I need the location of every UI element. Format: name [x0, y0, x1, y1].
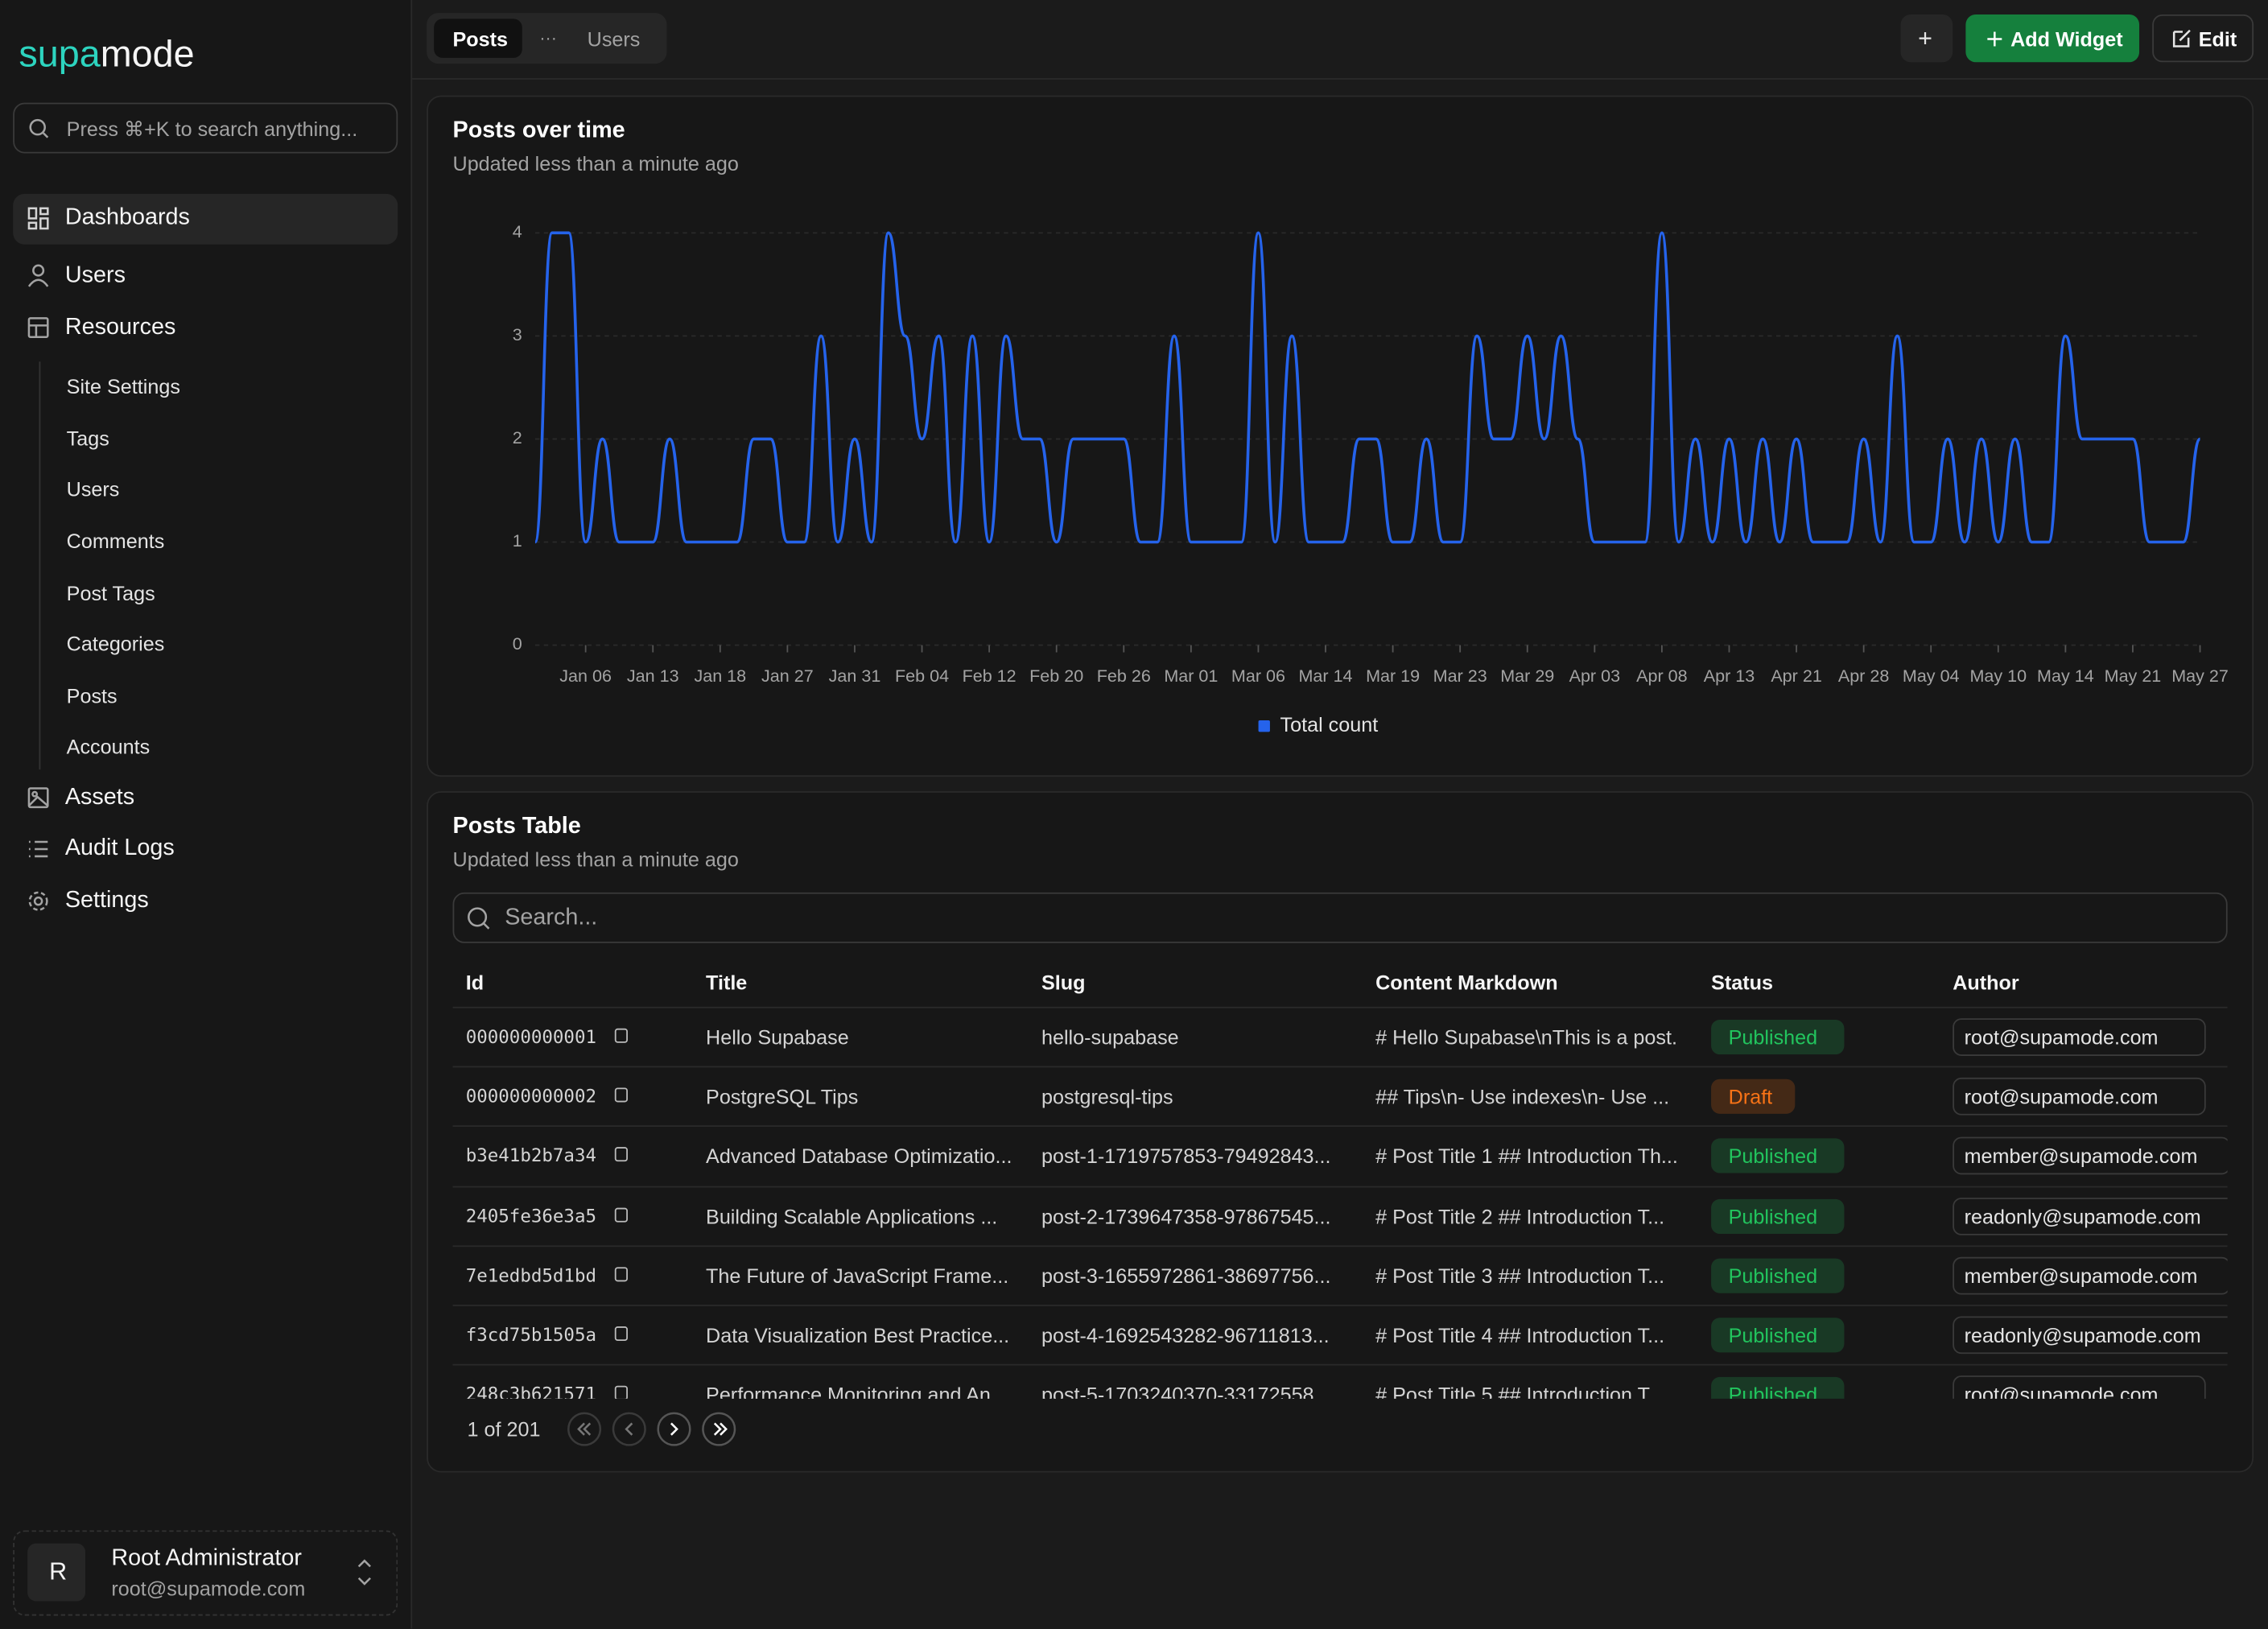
y-tick-label: 0: [513, 633, 522, 654]
resource-item[interactable]: Post Tags: [67, 579, 155, 608]
tab-more[interactable]: ···: [539, 23, 557, 52]
resource-item[interactable]: Accounts: [67, 732, 151, 761]
x-tick-label: May 10: [1969, 666, 2027, 686]
user-email: root@supamode.com: [111, 1573, 305, 1602]
nav-item[interactable]: Audit Logs: [65, 835, 175, 864]
nav-item[interactable]: Assets: [65, 784, 134, 813]
x-tick-label: Jan 27: [761, 666, 814, 686]
y-tick-label: 1: [513, 530, 522, 551]
table-subtitle: Updated less than a minute ago: [453, 845, 739, 874]
x-tick-label: Apr 21: [1771, 666, 1821, 686]
resource-item[interactable]: Tags: [67, 424, 109, 453]
x-tick-label: Apr 03: [1569, 666, 1621, 686]
y-tick-label: 4: [513, 221, 522, 241]
edit-label[interactable]: Edit: [2199, 25, 2237, 54]
add-label[interactable]: +: [1918, 25, 1932, 54]
x-tick-label: May 27: [2171, 666, 2229, 686]
tab[interactable]: Posts: [453, 25, 509, 54]
table-title: Posts Table: [453, 813, 581, 842]
x-tick-label: Feb 26: [1097, 666, 1151, 686]
x-tick-label: May 21: [2105, 666, 2162, 686]
resource-item[interactable]: Categories: [67, 629, 165, 658]
chart-subtitle: Updated less than a minute ago: [453, 149, 739, 178]
resource-item[interactable]: Users: [67, 474, 120, 503]
x-tick-label: Jan 18: [694, 666, 746, 686]
nav-item[interactable]: Dashboards: [65, 204, 190, 233]
resource-item[interactable]: Site Settings: [67, 372, 180, 401]
nav-item[interactable]: Resources: [65, 314, 175, 343]
x-tick-label: Jan 31: [829, 666, 881, 686]
logo: supamode: [19, 32, 194, 76]
nav-item[interactable]: Users: [65, 262, 126, 291]
tab[interactable]: Users: [588, 25, 641, 54]
x-tick-label: Feb 12: [963, 666, 1016, 686]
add-widget-label[interactable]: Add Widget: [2010, 25, 2123, 54]
x-tick-label: Mar 14: [1298, 666, 1352, 686]
pagination-info: 1 of 201: [467, 1415, 540, 1444]
x-tick-label: May 04: [1903, 666, 1960, 686]
avatar-initial: R: [49, 1558, 67, 1587]
x-tick-label: Mar 06: [1231, 666, 1285, 686]
x-tick-label: Jan 06: [559, 666, 612, 686]
x-tick-label: Apr 13: [1704, 666, 1755, 686]
x-tick-label: Feb 04: [895, 666, 949, 686]
nav-item[interactable]: Settings: [65, 887, 149, 916]
table-search-placeholder[interactable]: Search...: [505, 904, 597, 933]
logo-b: mode: [101, 32, 195, 76]
x-tick-label: Mar 19: [1366, 666, 1420, 686]
resource-item[interactable]: Posts: [67, 681, 118, 710]
x-tick-label: Jan 13: [627, 666, 679, 686]
x-tick-label: Mar 29: [1500, 666, 1554, 686]
series-line: [535, 233, 2200, 542]
resource-item[interactable]: Comments: [67, 526, 165, 555]
user-name: Root Administrator: [111, 1544, 302, 1573]
legend-swatch: [1259, 720, 1270, 732]
x-tick-label: Mar 01: [1164, 666, 1218, 686]
y-tick-label: 2: [513, 427, 522, 447]
search-placeholder[interactable]: Press ⌘+K to search anything...: [67, 114, 358, 143]
x-tick-label: Feb 20: [1029, 666, 1083, 686]
x-tick-label: Apr 08: [1636, 666, 1688, 686]
x-tick-label: Mar 23: [1433, 666, 1487, 686]
legend-label: Total count: [1280, 714, 1379, 736]
y-tick-label: 3: [513, 324, 522, 344]
x-tick-label: Apr 28: [1838, 666, 1890, 686]
x-tick-label: May 14: [2037, 666, 2094, 686]
chart-title: Posts over time: [453, 118, 625, 146]
